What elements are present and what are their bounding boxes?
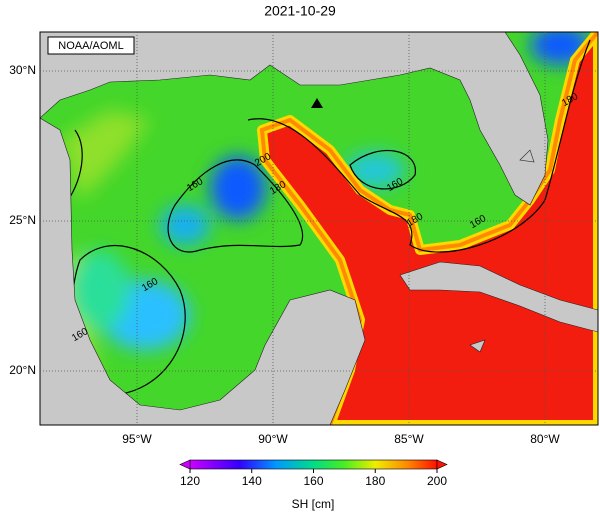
colorbar-tick-label: 120	[180, 474, 200, 488]
lon-label: 90°W	[258, 432, 288, 446]
lat-label: 20°N	[9, 363, 36, 377]
source-box	[47, 36, 135, 55]
source: NOAA/AOML	[58, 40, 123, 52]
map-frame	[39, 31, 599, 426]
station-marker	[311, 98, 323, 108]
colorbar-tick-label: 160	[303, 474, 323, 488]
sea-height-field	[40, 32, 598, 425]
colorbar	[189, 459, 438, 470]
colorbar-tick-label: 140	[242, 474, 262, 488]
colorbar-high-arrow	[436, 459, 448, 470]
lon-label: 95°W	[122, 432, 152, 446]
colorbar-label: SH [cm]	[292, 497, 335, 511]
colorbar-low-arrow	[179, 459, 191, 470]
colorbar-tick-label: 180	[365, 474, 385, 488]
colorbar-tick-label: 200	[427, 474, 447, 488]
lat-label: 30°N	[9, 63, 36, 77]
title: 2021-10-29	[264, 3, 336, 19]
lat-label: 25°N	[9, 213, 36, 227]
lon-label: 80°W	[530, 432, 560, 446]
lon-label: 85°W	[394, 432, 424, 446]
